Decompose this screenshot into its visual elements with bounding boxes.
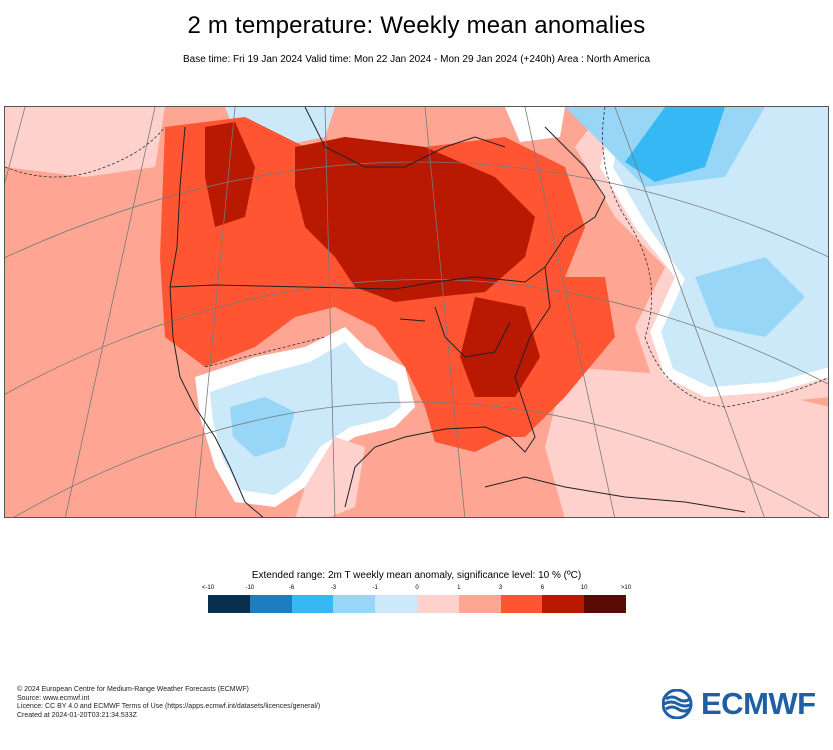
color-scale-bar xyxy=(208,595,626,613)
page-title: 2 m temperature: Weekly mean anomalies xyxy=(187,12,646,39)
legend-label: -3 xyxy=(330,585,337,591)
legend-title: Extended range: 2m T weekly mean anomaly… xyxy=(251,570,582,581)
footer-credits: © 2024 European Centre for Medium-Range … xyxy=(17,686,320,720)
legend-label: -6 xyxy=(288,585,295,591)
anomaly-region xyxy=(545,367,828,517)
map-svg xyxy=(5,107,828,517)
footer-line: Created at 2024-01-20T03:21:34.533Z xyxy=(17,711,137,719)
color-scale-swatch xyxy=(416,595,459,613)
anomaly-region xyxy=(295,137,535,302)
legend-label: >10 xyxy=(620,585,632,591)
page-subtitle: Base time: Fri 19 Jan 2024 Valid time: M… xyxy=(182,54,651,65)
anomaly-region xyxy=(695,257,805,337)
color-scale-swatch xyxy=(208,595,250,613)
footer-line: Licence: CC BY 4.0 and ECMWF Terms of Us… xyxy=(17,703,321,710)
legend-labels: <-10 -10 -6 -3 -1 0 1 3 6 10 >10 xyxy=(202,585,631,595)
legend-label: <-10 xyxy=(201,585,215,591)
color-scale-swatch xyxy=(584,595,626,613)
anomaly-region xyxy=(425,407,505,452)
legend-label: 1 xyxy=(457,585,461,591)
footer-line: Source: www.ecmwf.int xyxy=(17,694,90,702)
footer-line: © 2024 European Centre for Medium-Range … xyxy=(17,686,249,693)
anomaly-region xyxy=(230,397,295,457)
anomaly-region xyxy=(460,297,540,397)
color-scale-swatch xyxy=(458,595,501,613)
ecmwf-logo-icon xyxy=(662,689,693,719)
legend-label: -1 xyxy=(372,585,378,591)
anomaly-region xyxy=(205,122,255,227)
ecmwf-logo: ECMWF xyxy=(662,686,816,721)
anomaly-region xyxy=(5,107,165,177)
legend-label: 3 xyxy=(498,585,503,591)
color-scale-swatch xyxy=(500,595,543,613)
color-scale-swatch xyxy=(249,595,292,613)
legend-label: 6 xyxy=(540,585,545,591)
color-scale-swatch xyxy=(375,595,417,613)
coastlines xyxy=(169,107,746,517)
anomaly-region xyxy=(210,342,401,495)
country-borders xyxy=(5,107,828,408)
anomaly-map xyxy=(4,106,829,518)
color-scale-swatch xyxy=(333,595,376,613)
color-scale-swatch xyxy=(542,595,585,613)
legend-label: 0 xyxy=(415,585,419,591)
legend-label: -10 xyxy=(245,585,255,591)
anomaly-region xyxy=(625,107,725,182)
anomaly-region xyxy=(505,107,565,142)
color-scale-swatch xyxy=(291,595,334,613)
logo-text: ECMWF xyxy=(701,686,816,721)
legend-label: 10 xyxy=(580,585,588,591)
graticule xyxy=(5,107,828,517)
